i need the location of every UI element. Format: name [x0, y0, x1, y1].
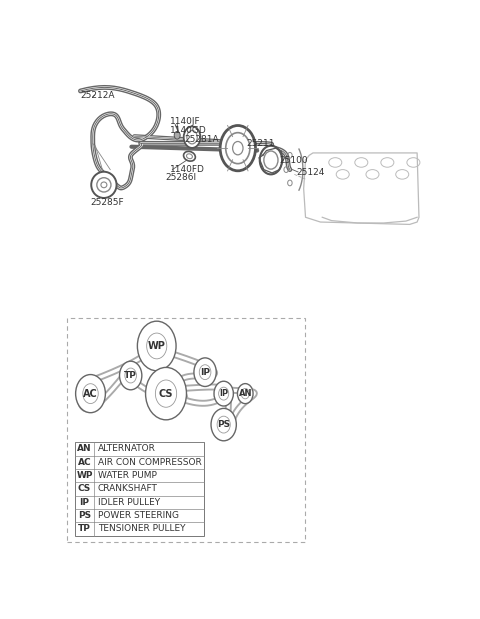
Circle shape — [174, 131, 180, 139]
Text: IDLER PULLEY: IDLER PULLEY — [98, 498, 160, 507]
Ellipse shape — [187, 154, 192, 158]
Circle shape — [211, 409, 236, 441]
Ellipse shape — [184, 126, 201, 148]
Text: AIR CON COMPRESSOR: AIR CON COMPRESSOR — [98, 458, 202, 467]
Circle shape — [238, 384, 253, 404]
Text: AN: AN — [77, 444, 92, 453]
Text: CS: CS — [78, 485, 91, 493]
Text: PS: PS — [217, 420, 230, 429]
Text: ALTERNATOR: ALTERNATOR — [98, 444, 156, 453]
Ellipse shape — [187, 131, 197, 144]
Text: IP: IP — [200, 368, 210, 377]
Ellipse shape — [183, 152, 195, 161]
Text: IP: IP — [80, 498, 90, 507]
Text: 25124: 25124 — [296, 168, 324, 178]
Text: 25100: 25100 — [279, 155, 308, 165]
Text: PS: PS — [78, 511, 91, 520]
Text: CRANKSHAFT: CRANKSHAFT — [98, 485, 158, 493]
Text: 1140GD: 1140GD — [170, 126, 206, 135]
Circle shape — [194, 358, 216, 386]
Text: AN: AN — [239, 389, 252, 398]
Circle shape — [145, 368, 186, 420]
Ellipse shape — [97, 178, 111, 192]
Text: 1140JF: 1140JF — [170, 118, 200, 126]
Text: TP: TP — [78, 524, 91, 534]
Text: 25281A: 25281A — [185, 134, 219, 144]
Text: AC: AC — [83, 389, 98, 399]
Circle shape — [137, 321, 176, 371]
Circle shape — [214, 381, 233, 406]
Circle shape — [76, 374, 106, 413]
Text: POWER STEERING: POWER STEERING — [98, 511, 179, 520]
Text: WP: WP — [148, 341, 166, 351]
Ellipse shape — [220, 126, 255, 171]
Text: WATER PUMP: WATER PUMP — [98, 471, 157, 480]
Text: TENSIONER PULLEY: TENSIONER PULLEY — [98, 524, 185, 534]
Ellipse shape — [260, 145, 282, 175]
Ellipse shape — [226, 132, 250, 163]
Text: 25211: 25211 — [246, 139, 275, 148]
Text: WP: WP — [76, 471, 93, 480]
Text: CS: CS — [159, 389, 173, 399]
Text: TP: TP — [124, 371, 137, 380]
Text: 25285F: 25285F — [91, 199, 124, 207]
Text: 25286I: 25286I — [165, 173, 196, 182]
Ellipse shape — [233, 142, 243, 155]
Text: IP: IP — [219, 389, 228, 398]
Ellipse shape — [91, 171, 117, 198]
Ellipse shape — [101, 182, 107, 188]
Text: 25212A: 25212A — [81, 91, 115, 100]
Text: 1140FD: 1140FD — [170, 165, 204, 174]
Text: AC: AC — [78, 458, 91, 467]
Circle shape — [120, 361, 142, 390]
Ellipse shape — [264, 151, 278, 169]
